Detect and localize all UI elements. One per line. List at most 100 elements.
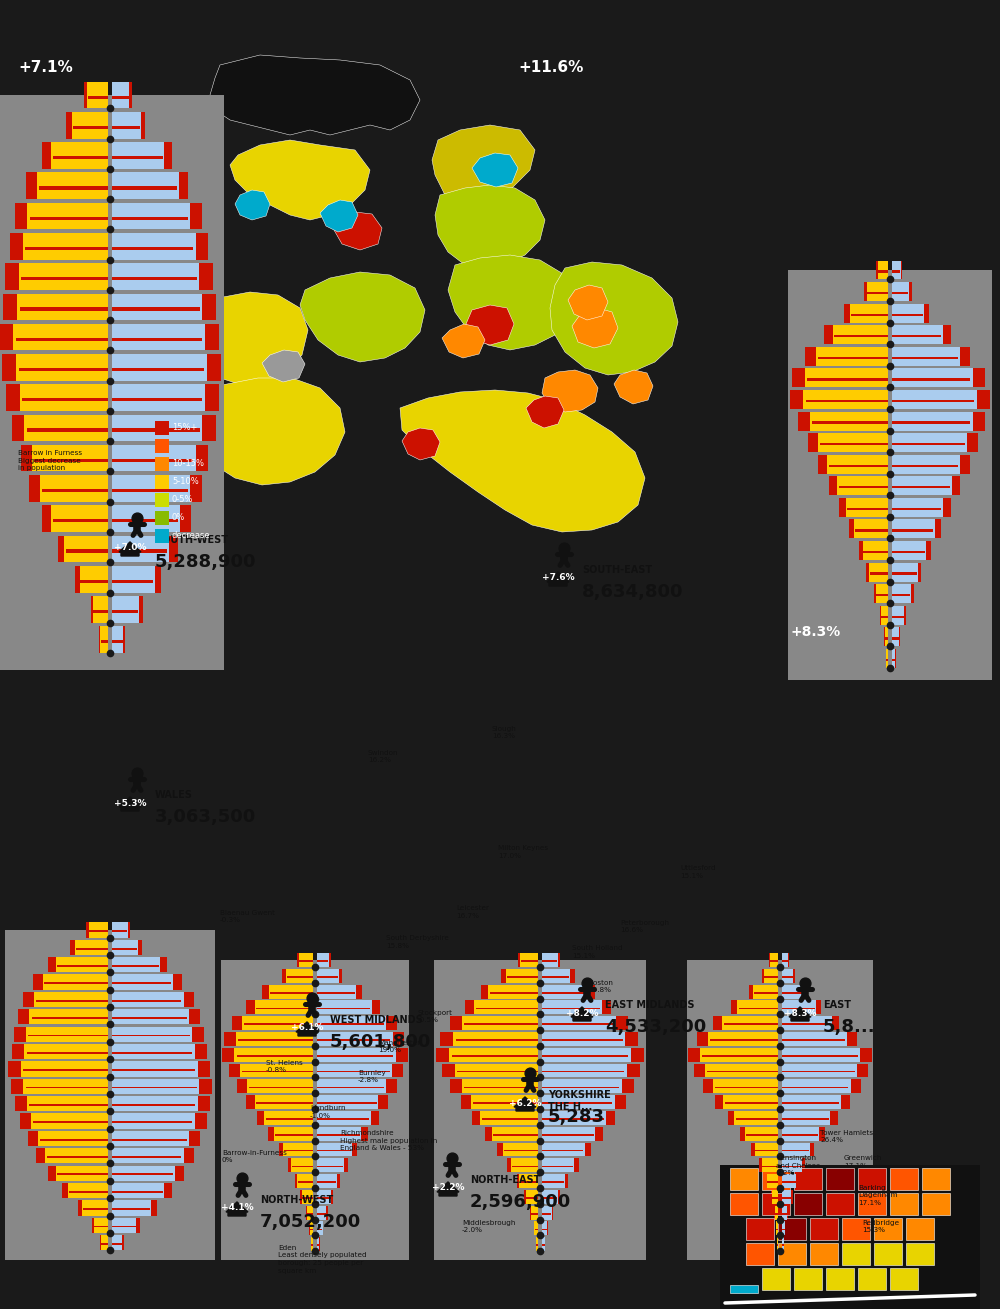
Bar [867,281,888,301]
Bar [19,368,108,370]
Bar [25,247,108,250]
Bar [76,948,108,949]
Bar [249,1086,313,1088]
Bar [892,292,908,295]
Bar [100,627,108,653]
Bar [542,1174,565,1189]
Bar [288,1158,313,1173]
Bar [101,640,108,644]
Bar [112,957,167,973]
Bar [112,428,200,432]
Bar [39,186,108,190]
Bar [287,977,313,978]
Bar [775,1206,778,1220]
Bar [782,1127,825,1140]
Bar [782,1165,802,1168]
Bar [93,596,108,623]
Text: 8,634,800: 8,634,800 [582,583,684,601]
Bar [782,1039,845,1041]
Bar [892,433,978,452]
Bar [112,992,194,1007]
Bar [310,1229,313,1230]
Bar [242,1016,313,1030]
Bar [892,606,906,624]
Bar [112,203,202,229]
Text: +7.0%: +7.0% [114,543,146,552]
Bar [542,1000,611,1014]
Bar [892,476,952,495]
Bar [772,1198,778,1199]
Bar [771,1190,778,1204]
Bar [892,454,960,474]
Bar [542,1149,583,1152]
Bar [542,1080,634,1093]
Bar [472,1111,538,1124]
Bar [317,1096,388,1109]
Bar [155,475,169,490]
Bar [705,1064,778,1077]
Text: St. Helens
-0.8%: St. Helens -0.8% [266,1060,303,1073]
Bar [112,445,196,471]
Text: Greenwich
17.1%: Greenwich 17.1% [844,1155,882,1169]
Bar [78,1200,108,1216]
Bar [485,1127,538,1140]
Bar [874,1217,902,1240]
Bar [480,1111,538,1124]
Bar [767,1174,778,1189]
Text: Tower Hamlets
26.4%: Tower Hamlets 26.4% [820,1130,873,1144]
Bar [317,984,362,999]
Bar [767,1181,778,1183]
Bar [892,347,970,365]
Bar [317,1031,393,1046]
Bar [112,1234,124,1250]
Bar [112,415,202,441]
Bar [89,923,108,937]
Text: YORKSHIRE
THE H...: YORKSHIRE THE H... [548,1090,611,1111]
Bar [782,1016,839,1030]
Text: Richmondshire
Highest male population in
England & Wales - 53%: Richmondshire Highest male population in… [340,1130,437,1151]
Bar [906,1217,934,1240]
Bar [746,1217,774,1240]
Bar [855,529,888,531]
Bar [455,1064,538,1077]
Bar [700,1047,778,1062]
Bar [534,1221,538,1236]
Text: South Holland
15.1%: South Holland 15.1% [572,945,623,958]
Bar [256,1102,313,1103]
Bar [864,281,888,301]
Bar [886,658,888,661]
Bar [759,1158,778,1173]
Bar [34,458,108,462]
Bar [542,1229,547,1230]
Bar [753,984,778,999]
Bar [881,615,888,618]
Polygon shape [550,262,678,374]
Bar [874,1244,902,1264]
Bar [12,415,108,441]
Bar [782,1190,791,1204]
Bar [72,113,108,139]
FancyArrow shape [226,1202,248,1216]
Bar [874,584,888,603]
Bar [892,627,900,647]
Polygon shape [400,390,645,531]
FancyArrow shape [119,797,141,812]
Text: +8.2%: +8.2% [566,1008,598,1017]
Bar [687,959,873,1261]
Bar [302,1190,313,1204]
Bar [782,1190,793,1204]
Bar [739,1008,778,1009]
Bar [720,1165,980,1309]
Bar [229,1064,313,1077]
Bar [0,96,224,670]
Bar [112,353,207,381]
Bar [794,1168,822,1190]
Bar [542,1008,600,1009]
Bar [820,442,888,445]
Bar [27,1052,108,1054]
Bar [282,969,313,983]
Bar [790,390,888,408]
Bar [892,260,902,280]
Bar [751,1143,778,1156]
Bar [808,433,888,452]
